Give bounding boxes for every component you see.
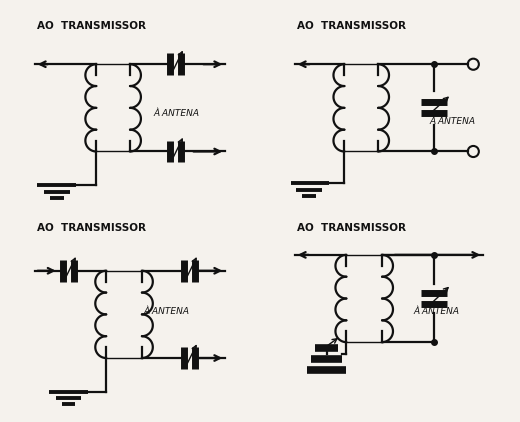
Text: À ANTENA: À ANTENA: [144, 307, 190, 316]
Text: AO  TRANSMISSOR: AO TRANSMISSOR: [297, 21, 406, 30]
Text: À ANTENA: À ANTENA: [414, 307, 460, 316]
Text: AO  TRANSMISSOR: AO TRANSMISSOR: [297, 223, 406, 233]
Text: À ANTENA: À ANTENA: [430, 117, 476, 126]
Text: AO  TRANSMISSOR: AO TRANSMISSOR: [37, 21, 146, 30]
Text: AO  TRANSMISSOR: AO TRANSMISSOR: [37, 223, 146, 233]
Text: À ANTENA: À ANTENA: [154, 109, 200, 118]
